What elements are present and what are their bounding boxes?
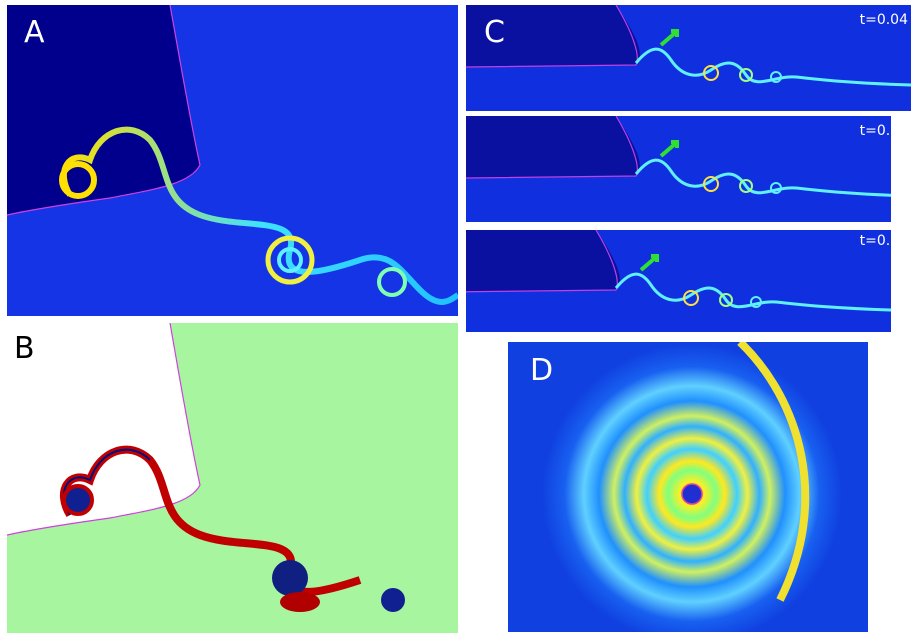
panel-d xyxy=(508,342,868,632)
panel-label: B xyxy=(14,331,35,366)
panel-c xyxy=(464,5,911,332)
panel-a xyxy=(7,5,458,316)
vortex xyxy=(265,235,315,285)
vortex xyxy=(62,484,94,516)
panel-label: D xyxy=(530,353,553,388)
frame xyxy=(466,5,911,111)
panel-label: C xyxy=(484,15,505,50)
vortex xyxy=(280,592,320,612)
vortex xyxy=(59,161,97,199)
interface xyxy=(7,323,201,536)
vortex xyxy=(377,267,407,297)
interface xyxy=(7,5,201,216)
frame-image xyxy=(466,228,893,332)
core xyxy=(681,483,703,505)
dark-region xyxy=(7,5,200,215)
panel-label: A xyxy=(24,15,45,50)
frame xyxy=(464,116,891,222)
time-label: t=0.05 xyxy=(860,123,908,139)
frame-image xyxy=(466,5,911,111)
time-label: t=0.06 xyxy=(860,233,908,249)
time-label: t=0.04 xyxy=(860,12,908,28)
panel-b xyxy=(7,323,458,633)
frame xyxy=(466,228,893,332)
vortex xyxy=(277,247,303,273)
vortex xyxy=(272,560,308,596)
vortex xyxy=(381,588,405,612)
spiral-arm xyxy=(737,342,810,602)
frame-image xyxy=(464,116,891,222)
white-region xyxy=(7,323,200,535)
